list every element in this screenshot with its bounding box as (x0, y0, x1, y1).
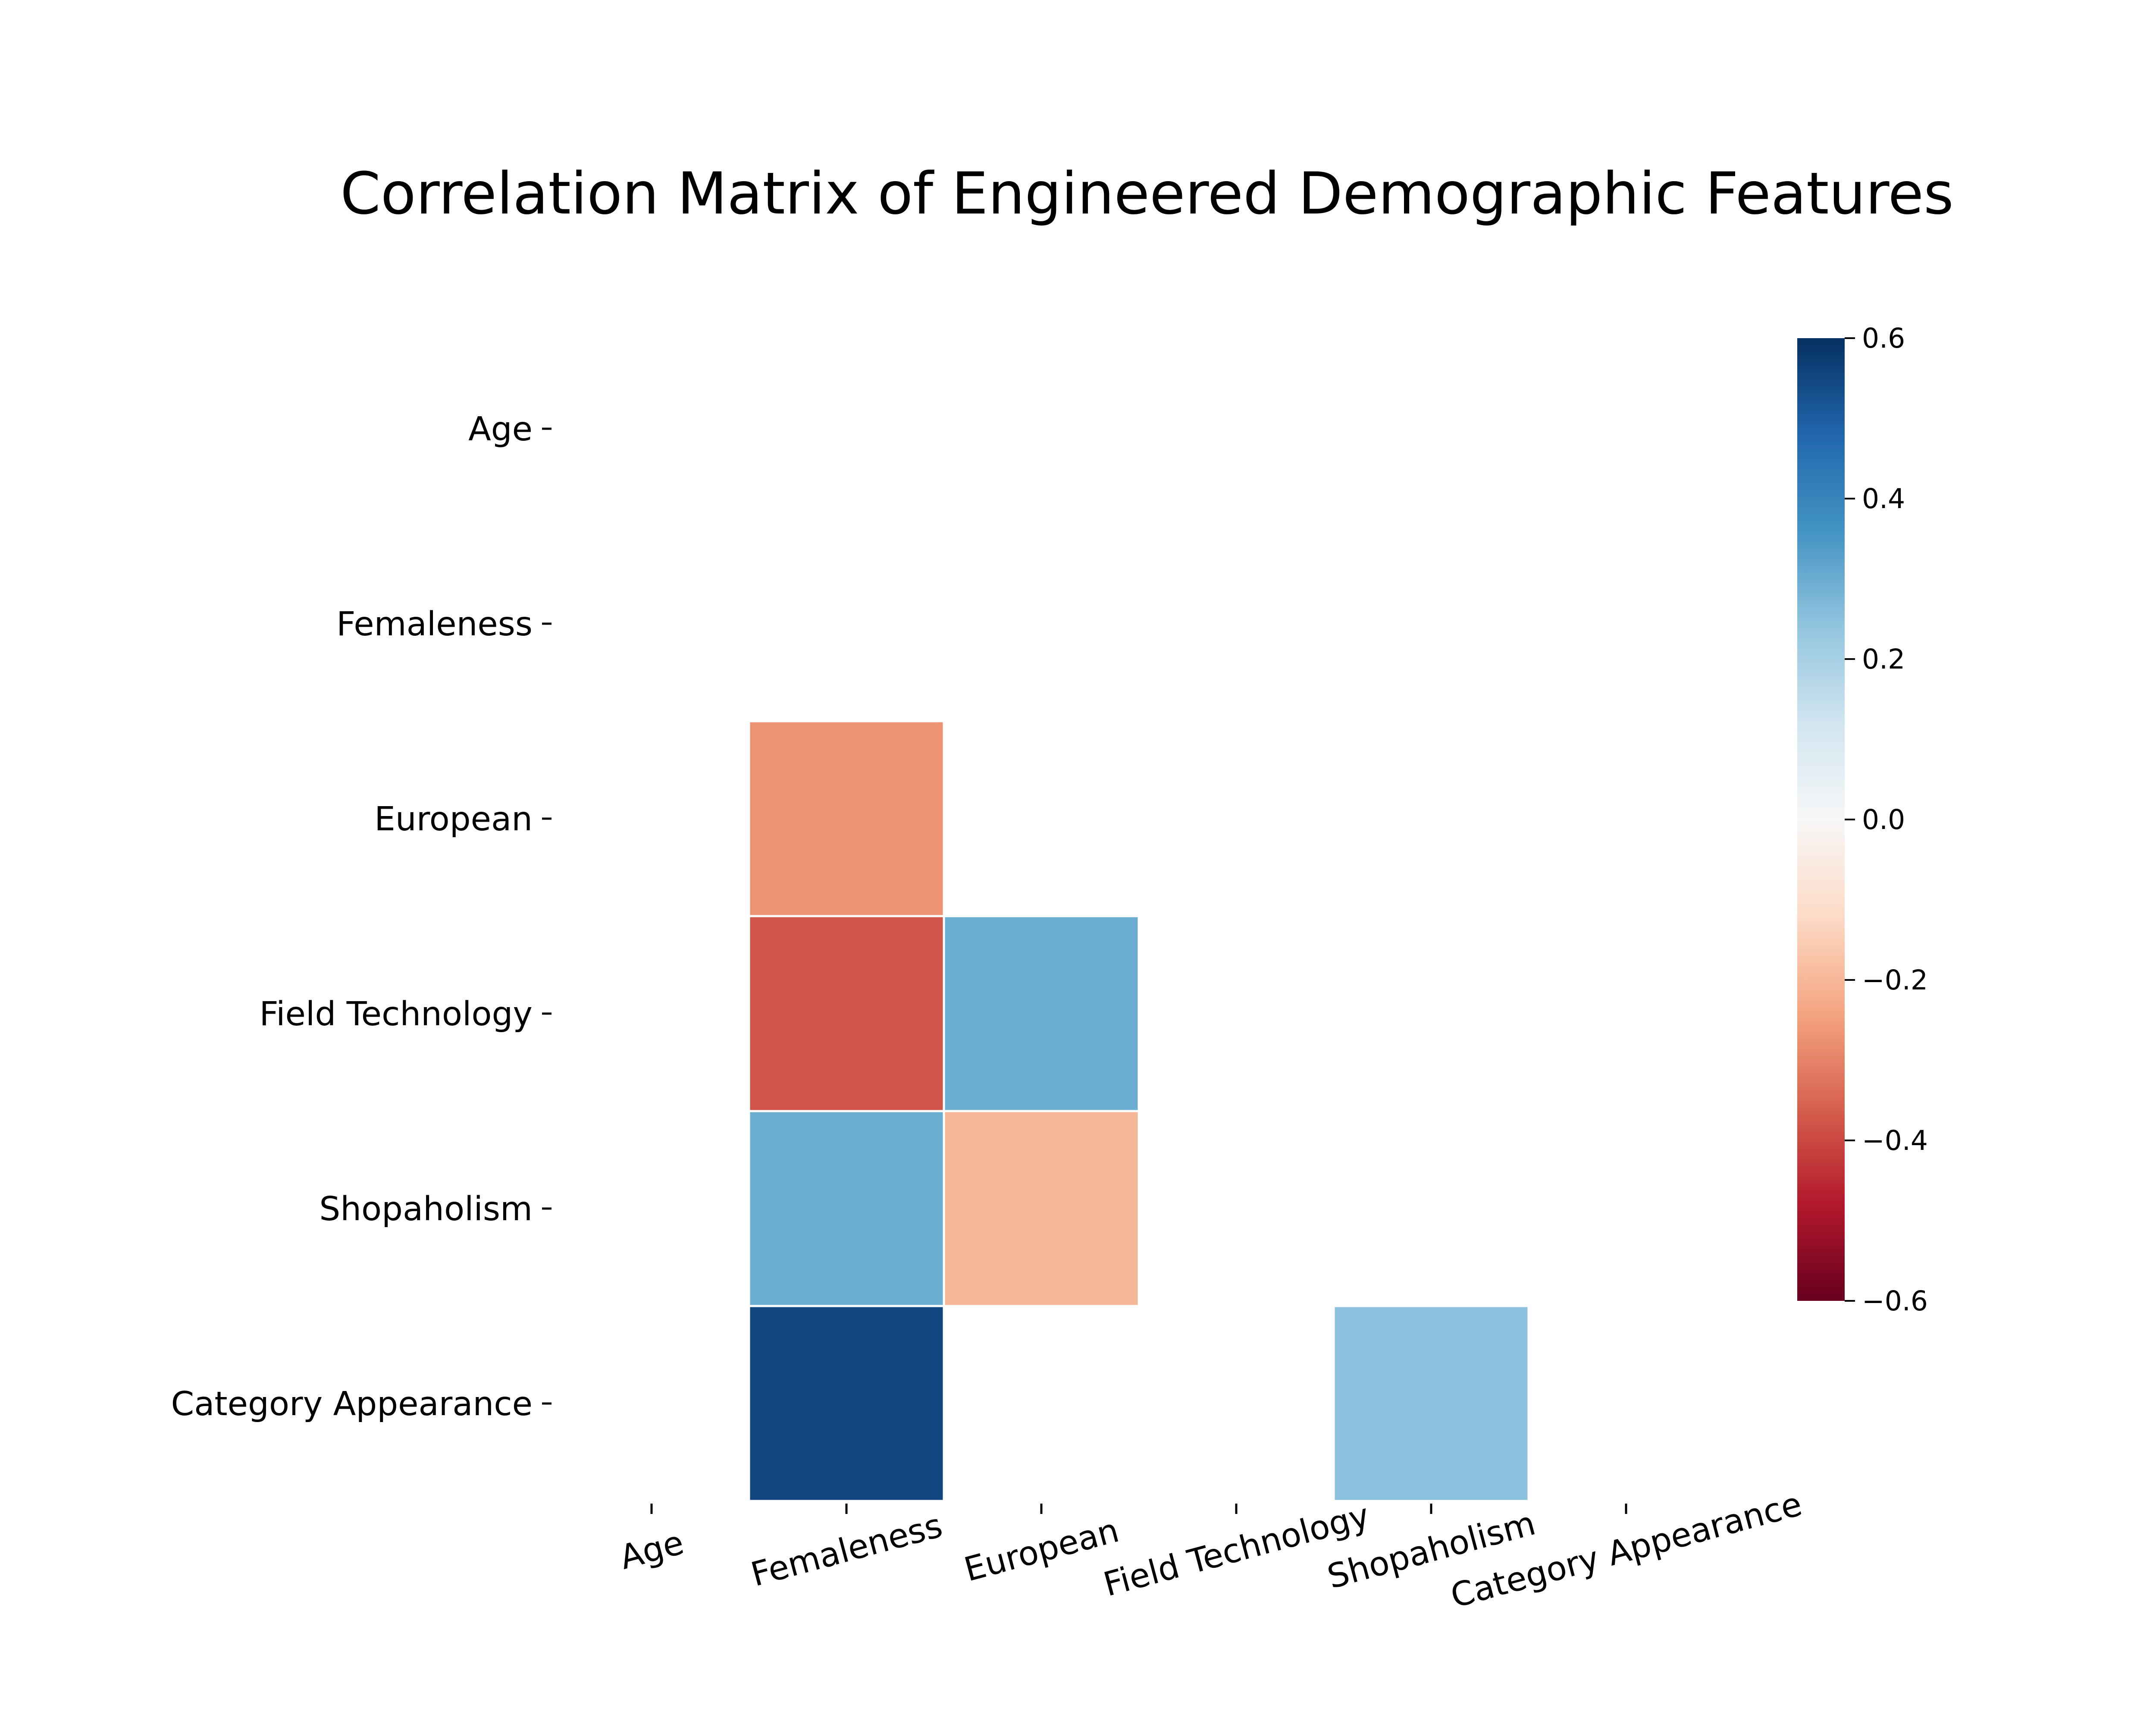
heatmap-cell-field-technology-femaleness (748, 915, 945, 1112)
chart-title: Correlation Matrix of Engineered Demogra… (340, 160, 1954, 227)
heatmap-cell-shopaholism-european (943, 1110, 1140, 1307)
colorbar-tick-label: 0.0 (1862, 804, 1905, 835)
row-label-shopaholism: Shopaholism (319, 1190, 533, 1228)
colorbar: 0.6 0.4 0.2 0.0 −0.2 −0.4 −0.6 (1797, 323, 1928, 1317)
row-label-femaleness: Femaleness (336, 605, 533, 644)
colorbar-tick-label: −0.4 (1862, 1125, 1928, 1156)
heatmap-cell-shopaholism-femaleness (748, 1110, 945, 1307)
colorbar-tick-label: 0.4 (1862, 483, 1905, 515)
heatmap-cell-category-appearance-femaleness (748, 1305, 945, 1502)
row-label-field-technology: Field Technology (259, 995, 533, 1033)
heatmap-cell-european-femaleness (748, 720, 945, 917)
row-labels: Age Femaleness European Field Technology Sho… (171, 410, 552, 1423)
colorbar-gradient (1797, 338, 1845, 1301)
colorbar-tick-label: 0.6 (1862, 323, 1905, 354)
colorbar-tick-label: −0.6 (1862, 1285, 1928, 1317)
row-label-age: Age (468, 410, 533, 449)
heatmap-cell-field-technology-european (943, 915, 1140, 1112)
row-label-category-appearance: Category Appearance (171, 1385, 533, 1423)
heatmap-cells (748, 720, 1530, 1502)
heatmap-cell-category-appearance-shopaholism (1332, 1305, 1530, 1502)
colorbar-tick-label: −0.2 (1862, 964, 1928, 996)
row-label-european: European (374, 800, 533, 838)
colorbar-tick-label: 0.2 (1862, 644, 1905, 675)
